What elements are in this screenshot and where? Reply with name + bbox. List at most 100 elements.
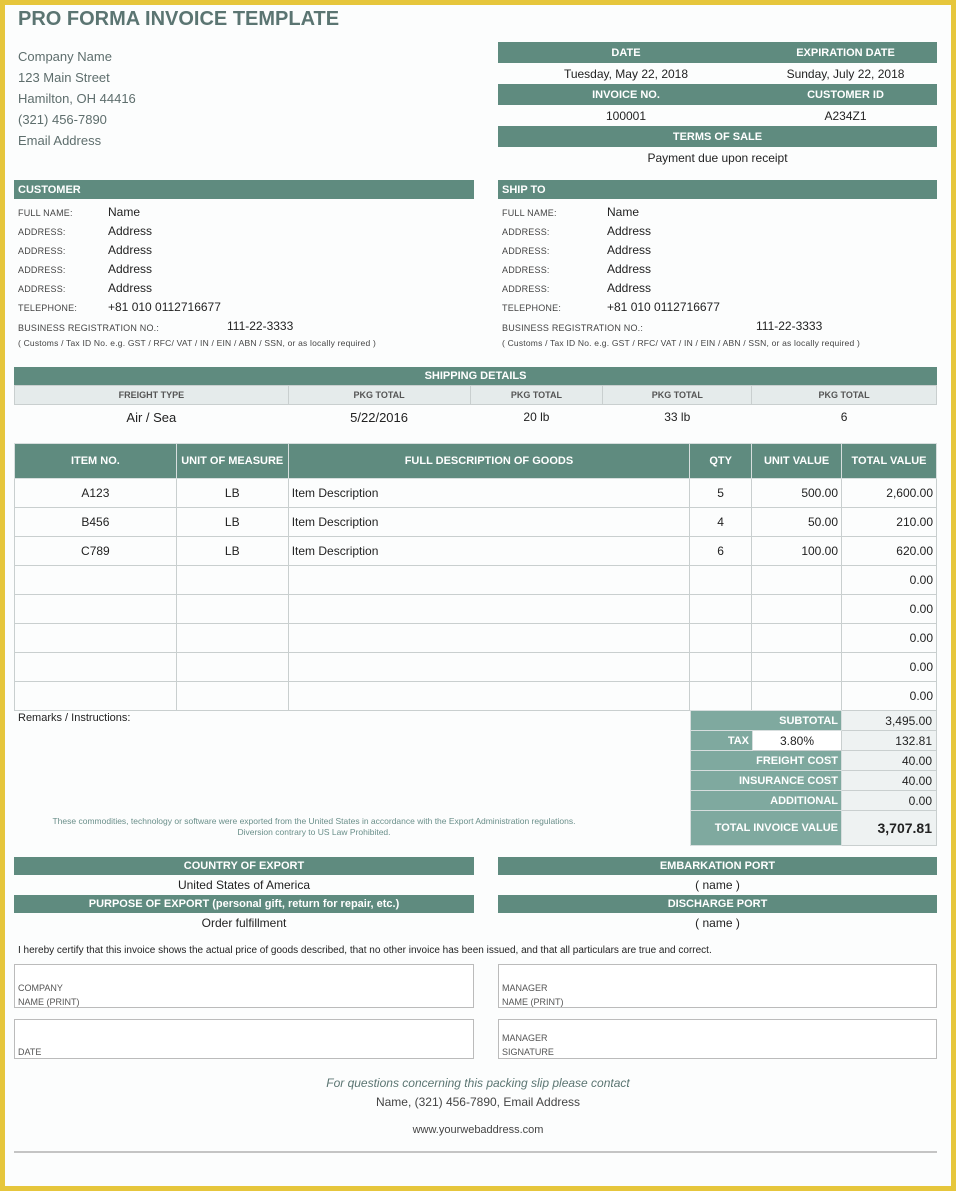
- date-field[interactable]: DATE: [14, 1019, 474, 1059]
- ship-to-header: SHIP TO: [498, 180, 937, 199]
- description-cell[interactable]: [287, 681, 691, 711]
- field-value[interactable]: Address: [607, 281, 652, 295]
- export-note-line: Diversion contrary to US Law Prohibited.: [237, 827, 391, 837]
- field-label: MANAGER NAME (PRINT): [502, 983, 564, 1007]
- unit-cell[interactable]: [175, 565, 289, 595]
- item-no-cell[interactable]: [14, 565, 177, 595]
- tax-value: 132.81: [841, 730, 937, 751]
- description-cell[interactable]: Item Description: [287, 507, 691, 537]
- certification-text: I hereby certify that this invoice shows…: [18, 945, 712, 956]
- item-no-cell[interactable]: [14, 594, 177, 624]
- unit-value-cell[interactable]: 500.00: [751, 478, 843, 508]
- unit-cell[interactable]: LB: [175, 478, 289, 508]
- unit-value-cell[interactable]: [751, 652, 843, 682]
- business-registration-value[interactable]: 111-22-3333: [227, 319, 294, 333]
- company-name-signature-field[interactable]: COMPANY NAME (PRINT): [14, 964, 474, 1008]
- invoice-page: PRO FORMA INVOICE TEMPLATE Company Name 1…: [5, 5, 951, 1186]
- shipping-value[interactable]: Air / Sea: [126, 409, 177, 425]
- shipping-value[interactable]: 33 lb: [664, 410, 691, 425]
- field-value[interactable]: Address: [108, 224, 153, 238]
- item-no-cell[interactable]: C789: [14, 536, 177, 566]
- field-value[interactable]: Name: [607, 205, 640, 219]
- discharge-port-value: ( name ): [695, 916, 740, 930]
- total-value-cell: 0.00: [841, 594, 937, 624]
- unit-value-cell[interactable]: [751, 594, 843, 624]
- field-value[interactable]: Address: [607, 262, 652, 276]
- qty-cell[interactable]: [689, 623, 753, 653]
- shipping-column-header: PKG TOTAL: [469, 385, 604, 405]
- field-value[interactable]: Name: [108, 205, 141, 219]
- field-value[interactable]: Address: [607, 224, 652, 238]
- description-cell[interactable]: [287, 623, 691, 653]
- manager-signature-field[interactable]: MANAGER SIGNATURE: [498, 1019, 937, 1059]
- description-cell[interactable]: [287, 594, 691, 624]
- customs-note: ( Customs / Tax ID No. e.g. GST / RFC/ V…: [502, 338, 860, 348]
- field-value[interactable]: +81 010 0112716677: [607, 300, 720, 314]
- item-no-cell[interactable]: A123: [14, 478, 177, 508]
- manager-name-signature-field[interactable]: MANAGER NAME (PRINT): [498, 964, 937, 1008]
- shipping-value[interactable]: 20 lb: [523, 410, 550, 425]
- items-column-header: ITEM NO.: [14, 443, 177, 479]
- tax-rate-input[interactable]: 3.80%: [752, 730, 842, 751]
- unit-value-cell[interactable]: 100.00: [751, 536, 843, 566]
- qty-cell[interactable]: [689, 681, 753, 711]
- date-header-bar: DATE EXPIRATION DATE: [498, 42, 937, 63]
- footer-website[interactable]: www.yourwebaddress.com: [412, 1124, 544, 1136]
- footer-divider: [14, 1151, 937, 1153]
- qty-cell[interactable]: [689, 594, 753, 624]
- export-note: These commodities, technology or softwar…: [14, 816, 614, 838]
- expiration-label: EXPIRATION DATE: [796, 46, 895, 59]
- business-registration-label: BUSINESS REGISTRATION NO.:: [18, 323, 160, 333]
- description-cell[interactable]: Item Description: [287, 536, 691, 566]
- expiration-value: Sunday, July 22, 2018: [786, 67, 905, 81]
- field-value[interactable]: Address: [607, 243, 652, 257]
- field-value[interactable]: Address: [108, 262, 153, 276]
- unit-cell[interactable]: LB: [175, 536, 289, 566]
- description-cell[interactable]: [287, 565, 691, 595]
- terms-label: TERMS OF SALE: [498, 126, 937, 147]
- unit-cell[interactable]: [175, 594, 289, 624]
- description-cell[interactable]: [287, 652, 691, 682]
- subtotal-label: SUBTOTAL: [690, 710, 842, 731]
- totals-table: SUBTOTAL 3,495.00 TAX 3.80% 132.81 FREIGHT …: [690, 710, 937, 846]
- unit-cell[interactable]: [175, 681, 289, 711]
- company-line: Company Name: [18, 49, 112, 64]
- unit-value-cell[interactable]: [751, 623, 843, 653]
- unit-value-cell[interactable]: [751, 681, 843, 711]
- unit-value-cell[interactable]: 50.00: [751, 507, 843, 537]
- description-cell[interactable]: Item Description: [287, 478, 691, 508]
- company-line: 123 Main Street: [18, 70, 110, 85]
- table-row: 0.00: [14, 623, 937, 653]
- qty-cell[interactable]: [689, 652, 753, 682]
- insurance-cost-label: INSURANCE COST: [690, 770, 842, 791]
- unit-cell[interactable]: [175, 623, 289, 653]
- business-registration-value[interactable]: 111-22-3333: [756, 319, 823, 333]
- field-value[interactable]: +81 010 0112716677: [108, 300, 221, 314]
- invoice-no-label: INVOICE NO.: [592, 88, 660, 101]
- field-label: FULL NAME:: [18, 208, 73, 218]
- item-no-cell[interactable]: B456: [14, 507, 177, 537]
- qty-cell[interactable]: 5: [689, 478, 753, 508]
- field-value[interactable]: Address: [108, 243, 153, 257]
- business-registration-label: BUSINESS REGISTRATION NO.:: [502, 323, 644, 333]
- item-no-cell[interactable]: [14, 681, 177, 711]
- field-value[interactable]: Address: [108, 281, 153, 295]
- field-label: ADDRESS:: [502, 227, 550, 237]
- customs-note: ( Customs / Tax ID No. e.g. GST / RFC/ V…: [18, 338, 376, 348]
- item-no-cell[interactable]: [14, 623, 177, 653]
- field-label: TELEPHONE:: [18, 303, 78, 313]
- items-column-header: UNIT VALUE: [751, 443, 843, 479]
- unit-value-cell[interactable]: [751, 565, 843, 595]
- qty-cell[interactable]: 6: [689, 536, 753, 566]
- item-no-cell[interactable]: [14, 652, 177, 682]
- shipping-value[interactable]: 5/22/2016: [350, 409, 408, 425]
- qty-cell[interactable]: [689, 565, 753, 595]
- company-line: Hamilton, OH 44416: [18, 91, 136, 106]
- qty-cell[interactable]: 4: [689, 507, 753, 537]
- unit-cell[interactable]: LB: [175, 507, 289, 537]
- unit-cell[interactable]: [175, 652, 289, 682]
- shipping-column-header: FREIGHT TYPE: [14, 385, 289, 405]
- shipping-header-row: FREIGHT TYPE PKG TOTAL PKG TOTAL PKG TOTAL P…: [14, 385, 937, 405]
- table-row: A123 LB Item Description 5 500.00 2,600.00: [14, 478, 937, 508]
- shipping-value[interactable]: 6: [840, 410, 848, 425]
